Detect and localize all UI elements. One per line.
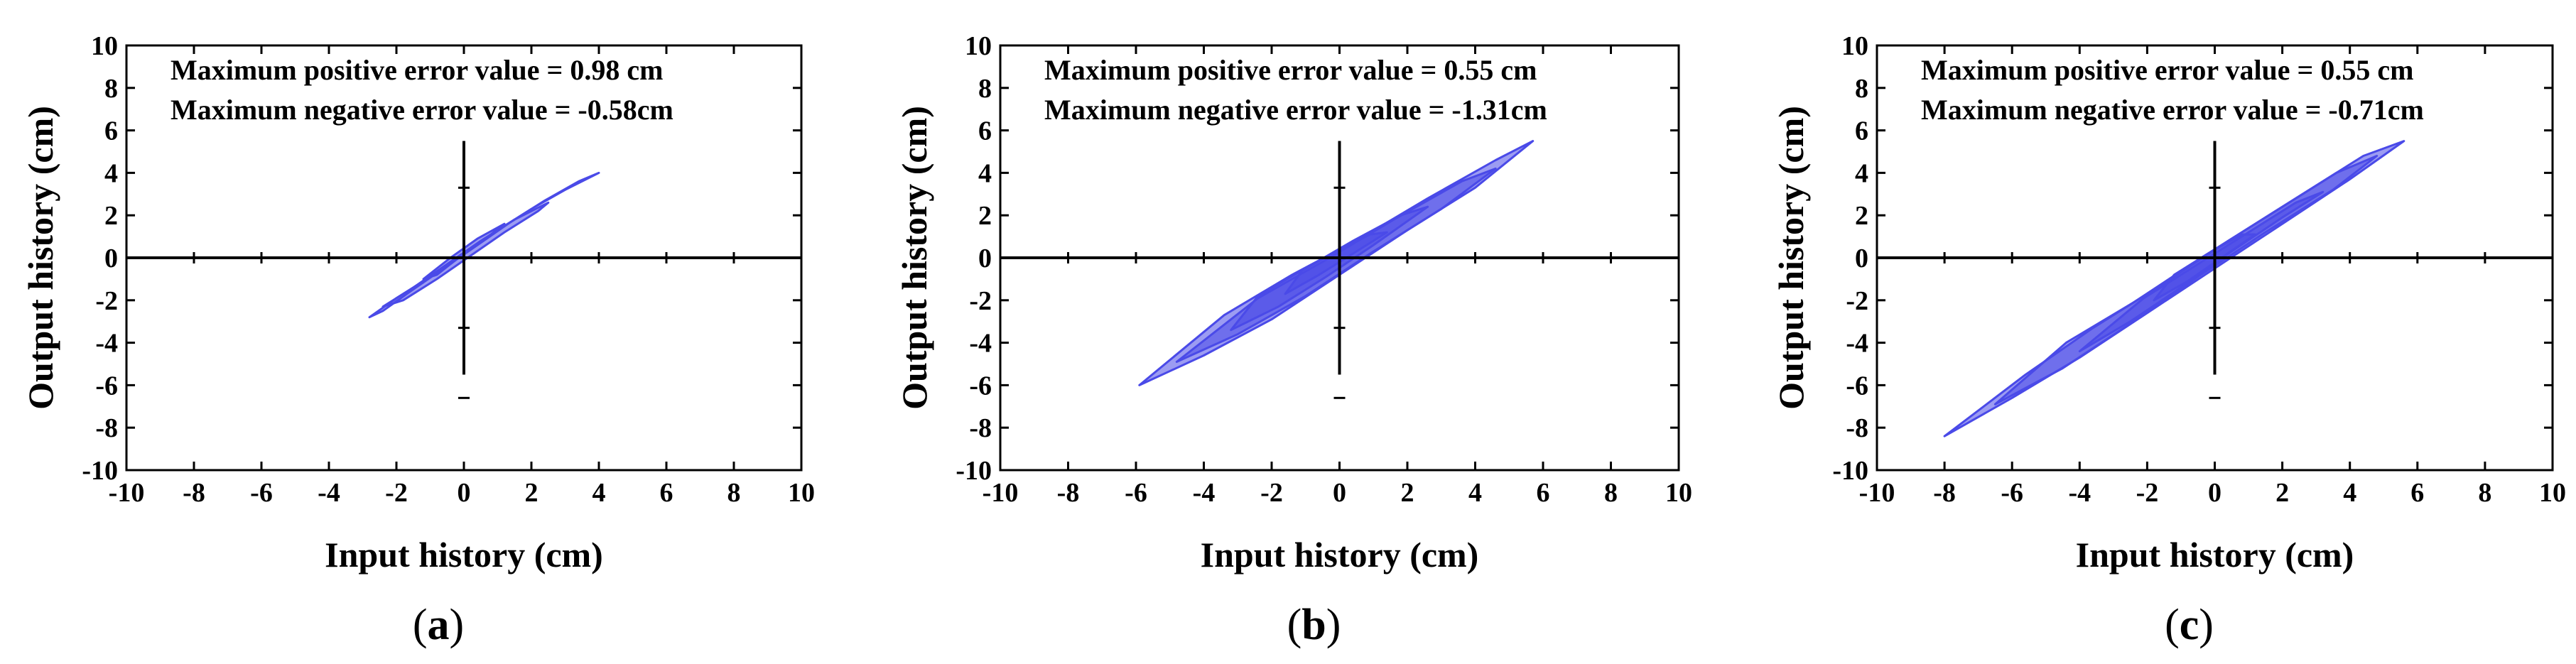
x-tick-label: 0	[1333, 478, 1346, 508]
x-tick-label: -8	[1057, 478, 1080, 508]
panel-caption: (b)	[1287, 601, 1341, 649]
y-tick-label: -6	[95, 371, 118, 401]
x-tick-label: 6	[2410, 478, 2424, 508]
x-tick-label: 8	[2478, 478, 2491, 508]
x-tick-label: -10	[983, 478, 1019, 508]
x-tick-label: -10	[109, 478, 145, 508]
hysteresis-loop	[381, 201, 550, 308]
annotation-text: Maximum positive error value = 0.55 cm	[1044, 54, 1537, 86]
y-tick-label: -2	[969, 286, 992, 316]
y-tick-label: 4	[1855, 158, 1868, 188]
x-axis-title: Input history (cm)	[325, 535, 603, 575]
caption-letter: c	[2180, 601, 2199, 649]
x-tick-label: -8	[1933, 478, 1956, 508]
x-axis-title: Input history (cm)	[2076, 535, 2354, 575]
y-tick-label: 10	[965, 31, 992, 61]
y-tick-label: 2	[104, 201, 118, 231]
y-tick-label: -4	[1846, 329, 1868, 359]
panel-caption: (c)	[2165, 601, 2214, 649]
y-tick-label: -4	[969, 329, 992, 359]
y-tick-label: -2	[95, 286, 118, 316]
x-tick-label: 4	[2343, 478, 2356, 508]
y-tick-label: -6	[1846, 371, 1868, 401]
y-tick-label: 10	[91, 31, 118, 61]
x-tick-label: 4	[1468, 478, 1482, 508]
y-axis-title: Output history (cm)	[21, 106, 60, 410]
chart-panel-c: -10 -8 -6 -4 -2 0 2 4 6 8 10 -10 -8 -6 -4 -2 0 2 4 6 8 10 Maxi…	[1771, 31, 2566, 649]
y-tick-label: 6	[104, 116, 118, 146]
x-tick-label: -2	[1260, 478, 1283, 508]
caption-close-paren: )	[2199, 601, 2214, 649]
y-tick-label: 8	[104, 74, 118, 104]
y-tick-label: 0	[104, 244, 118, 273]
x-tick-label: 10	[1665, 478, 1692, 508]
annotation-text: Maximum negative error value = -1.31cm	[1044, 94, 1547, 126]
x-tick-label: 0	[458, 478, 471, 508]
caption-open-paren: (	[2165, 601, 2180, 649]
y-tick-label: -8	[95, 413, 118, 443]
hysteresis-loop	[2153, 233, 2257, 302]
y-tick-label: 2	[1855, 201, 1868, 231]
x-tick-label: 6	[1537, 478, 1550, 508]
y-tick-label: 0	[978, 244, 992, 273]
x-tick-label: 8	[1604, 478, 1618, 508]
annotation-text: Maximum negative error value = -0.71cm	[1921, 94, 2424, 126]
chart-panel-a: -10 -8 -6 -4 -2 0 2 4 6 8 10 -10 -8 -6 -4 -2 0 2 4 6 8 10 Maxi…	[21, 31, 815, 649]
x-tick-label: -6	[2001, 478, 2023, 508]
x-tick-label: -4	[1193, 478, 1216, 508]
x-tick-label: 6	[660, 478, 673, 508]
y-tick-label: -10	[82, 456, 118, 486]
y-tick-label: -10	[956, 456, 992, 486]
y-tick-label: -8	[969, 413, 992, 443]
caption-close-paren: )	[450, 601, 465, 649]
x-tick-label: -8	[183, 478, 205, 508]
x-tick-label: 10	[2539, 478, 2566, 508]
y-tick-label: 4	[104, 158, 118, 188]
annotation-text: Maximum negative error value = -0.58cm	[171, 94, 673, 126]
x-tick-label: -4	[2068, 478, 2091, 508]
x-tick-label: -6	[250, 478, 273, 508]
hysteresis-loop	[1284, 231, 1388, 295]
y-tick-label: 8	[978, 74, 992, 104]
annotation-text: Maximum positive error value = 0.55 cm	[1921, 54, 2413, 86]
caption-close-paren: )	[1326, 601, 1341, 649]
y-tick-label: -10	[1832, 456, 1868, 486]
chart-panel-b: -10 -8 -6 -4 -2 0 2 4 6 8 10 -10 -8 -6 -4 -2 0 2 4 6 8 10 Maxi…	[894, 31, 1692, 649]
y-tick-label: 6	[978, 116, 992, 146]
y-tick-label: -8	[1846, 413, 1868, 443]
panel-caption: (a)	[413, 601, 464, 649]
x-tick-label: -2	[2136, 478, 2159, 508]
y-tick-label: 0	[1855, 244, 1868, 273]
x-tick-label: 0	[2208, 478, 2221, 508]
x-tick-label: -4	[318, 478, 340, 508]
x-tick-label: 2	[2275, 478, 2289, 508]
x-tick-label: 4	[592, 478, 606, 508]
y-axis-title: Output history (cm)	[1771, 106, 1811, 410]
caption-open-paren: (	[1287, 601, 1302, 649]
x-axis-title: Input history (cm)	[1201, 535, 1479, 575]
y-tick-label: 4	[978, 158, 992, 188]
y-tick-label: -6	[969, 371, 992, 401]
y-tick-label: 8	[1855, 74, 1868, 104]
x-tick-label: 10	[788, 478, 815, 508]
y-tick-label: -4	[95, 329, 118, 359]
y-tick-label: 6	[1855, 116, 1868, 146]
x-tick-label: 2	[525, 478, 539, 508]
caption-letter: b	[1301, 601, 1326, 649]
x-tick-label: -2	[385, 478, 408, 508]
x-tick-label: 8	[727, 478, 741, 508]
caption-open-paren: (	[413, 601, 428, 649]
annotation-text: Maximum positive error value = 0.98 cm	[171, 54, 663, 86]
x-tick-label: 2	[1401, 478, 1414, 508]
x-tick-label: -10	[1859, 478, 1895, 508]
y-tick-label: 2	[978, 201, 992, 231]
caption-letter: a	[428, 601, 450, 649]
y-tick-label: 10	[1841, 31, 1868, 61]
x-tick-label: -6	[1125, 478, 1147, 508]
y-axis-title: Output history (cm)	[894, 106, 934, 410]
y-tick-label: -2	[1846, 286, 1868, 316]
